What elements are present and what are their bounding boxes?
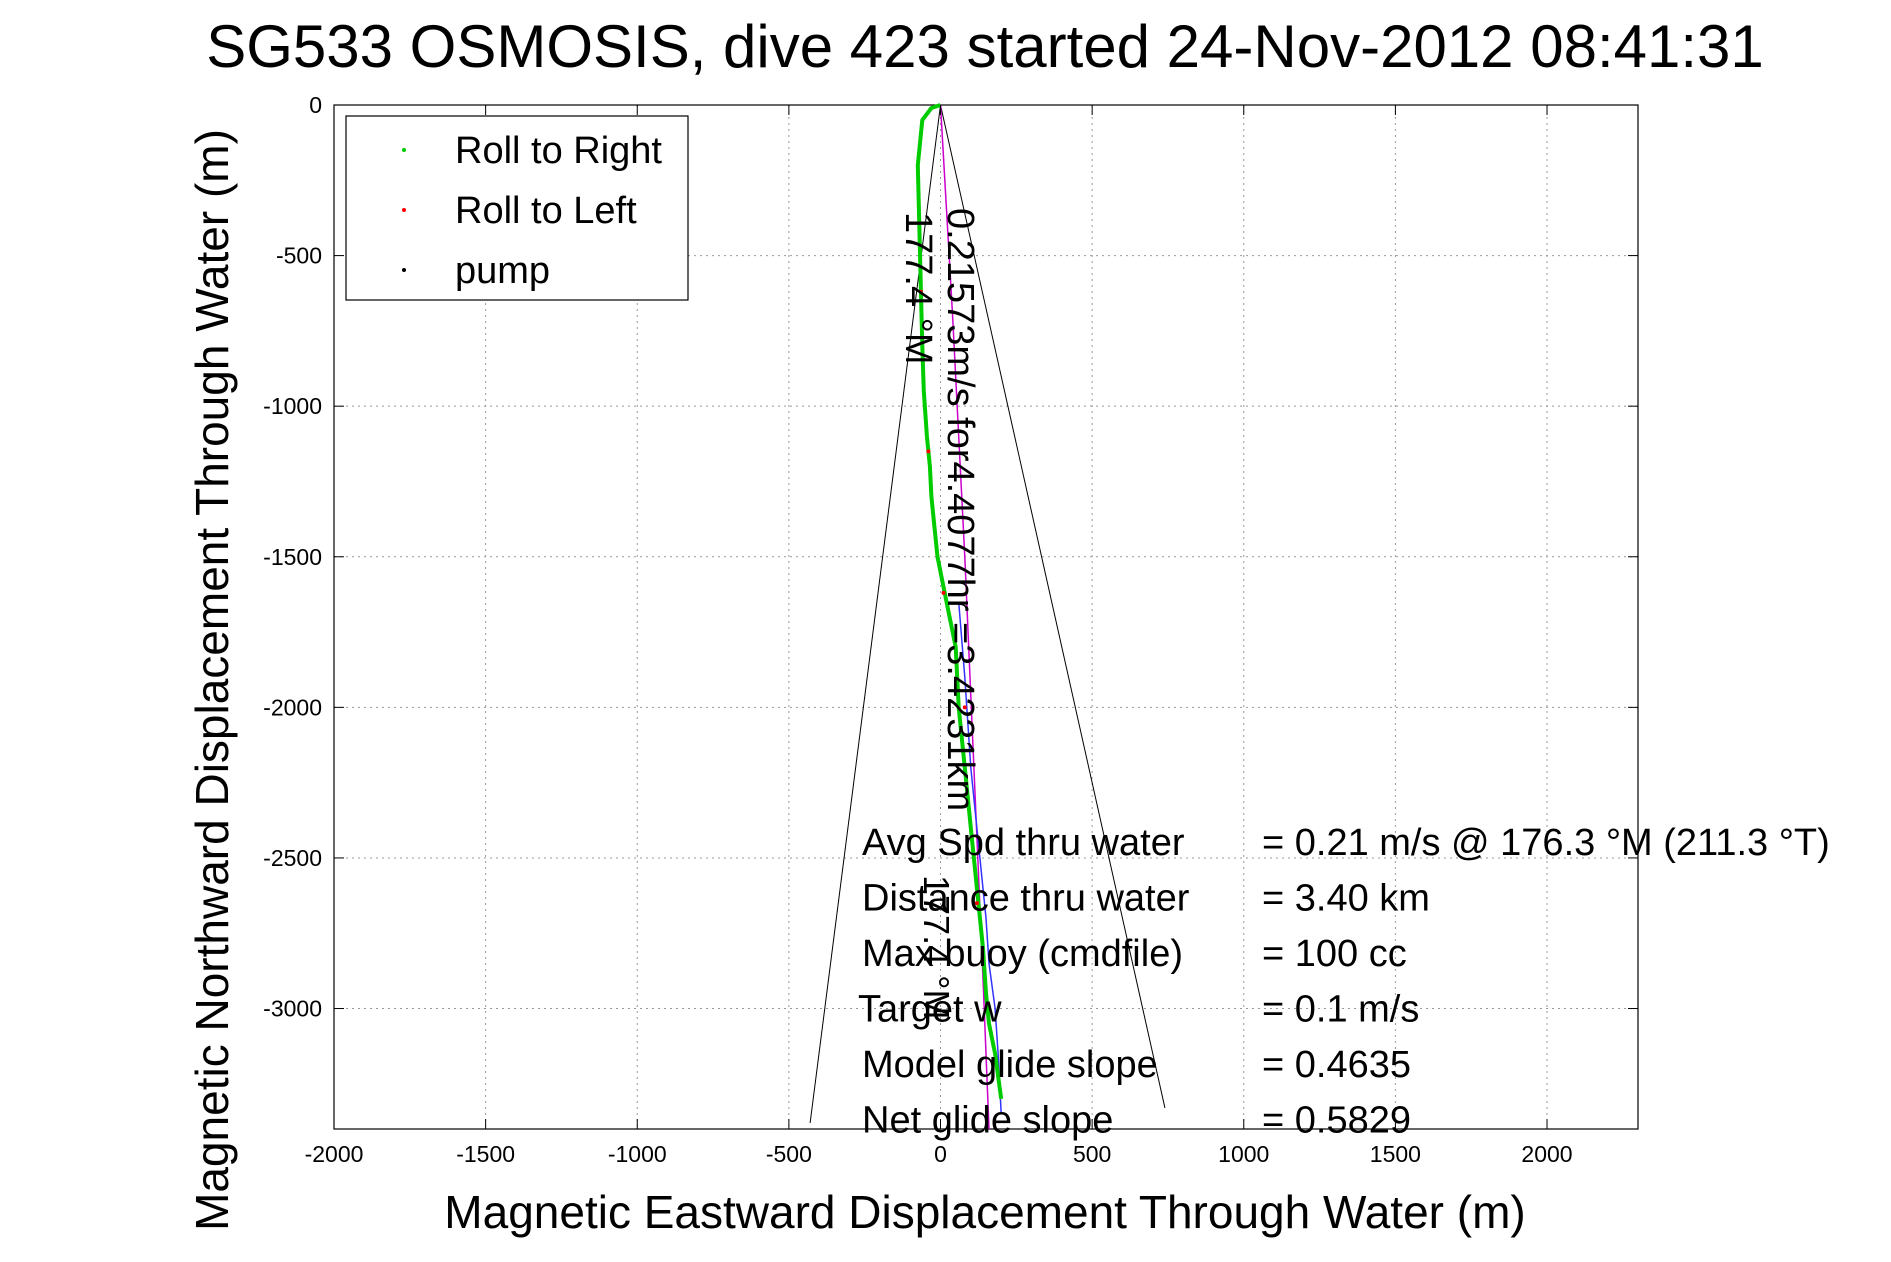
y-tick-label: -500 [276, 243, 322, 269]
dive-statistics: Avg Spd thru water = 0.21 m/s @ 176.3 °M … [858, 822, 1830, 1142]
stat-label: Net glide slope [862, 1100, 1113, 1142]
speed-annotation: 0.21573m/s for4.4077hr =3.4231km [939, 208, 981, 811]
x-tick-label: -2000 [305, 1141, 364, 1167]
x-tick-label: 1000 [1218, 1141, 1269, 1167]
stat-value: = 0.1 m/s [1262, 989, 1419, 1031]
legend-marker [402, 268, 406, 272]
y-tick-label: -1500 [263, 544, 322, 570]
series-track-line [939, 104, 990, 1130]
x-tick-label: -1500 [456, 1141, 515, 1167]
x-tick-label: 0 [934, 1141, 947, 1167]
cone-line [940, 104, 1166, 1109]
legend-label: Roll to Right [455, 130, 662, 172]
y-axis-label: Magnetic Northward Displacement Through … [186, 129, 238, 1231]
legend-marker [402, 208, 406, 212]
x-tick-label: -1000 [608, 1141, 667, 1167]
legend: Roll to Right Roll to Left pump [345, 115, 689, 301]
roll-left-point [926, 449, 931, 454]
y-tick-label: -2000 [263, 694, 322, 720]
legend-marker [402, 148, 406, 152]
legend-label: pump [455, 250, 550, 292]
plot-frame [333, 104, 1639, 1130]
x-axis-label: Magnetic Eastward Displacement Through W… [444, 1186, 1525, 1238]
heading-annotation-lower: 177.4 °M [916, 875, 957, 1019]
stat-value: = 0.5829 [1262, 1100, 1411, 1142]
axis-ticks: -2000 -1500 -1000 -500 0 500 1000 1500 2000 0 -500… [263, 92, 1638, 1167]
stat-label: Target w [858, 989, 1002, 1031]
stat-value: = 0.4635 [1262, 1044, 1411, 1086]
legend-label: Roll to Left [455, 190, 637, 232]
y-tick-label: -1000 [263, 393, 322, 419]
stat-value: = 3.40 km [1262, 878, 1430, 920]
series-lines [915, 103, 1004, 1130]
x-tick-label: -500 [766, 1141, 812, 1167]
roll-left-point [941, 590, 946, 595]
roll-left-point [974, 901, 979, 906]
series-roll-right-line [915, 103, 1004, 1100]
y-tick-label: -3000 [263, 996, 322, 1022]
series-track-line [957, 601, 1002, 1114]
chart-title: SG533 OSMOSIS, dive 423 started 24-Nov-2… [206, 13, 1764, 80]
y-tick-label: 0 [309, 92, 322, 118]
roll-left-point [962, 705, 967, 710]
roll-left-point [918, 289, 923, 294]
stat-value: = 0.21 m/s @ 176.3 °M (211.3 °T) [1262, 822, 1830, 864]
stat-label: Distance thru water [862, 878, 1190, 920]
heading-annotation-left: 177.4 °M [897, 212, 939, 365]
stat-label: Model glide slope [862, 1044, 1158, 1086]
x-tick-label: 2000 [1521, 1141, 1572, 1167]
stat-value: = 100 cc [1262, 933, 1407, 975]
stat-label: Avg Spd thru water [862, 822, 1185, 864]
stat-label: Max buoy (cmdfile) [862, 933, 1183, 975]
y-tick-label: -2500 [263, 845, 322, 871]
x-tick-label: 1500 [1370, 1141, 1421, 1167]
x-tick-label: 500 [1073, 1141, 1111, 1167]
